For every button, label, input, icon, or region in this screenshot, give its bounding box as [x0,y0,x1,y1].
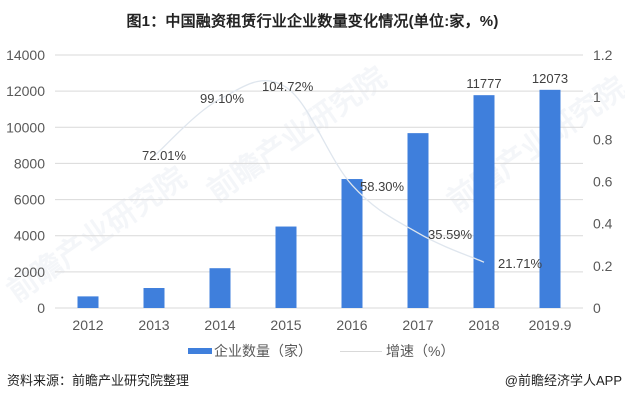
bar[interactable] [209,268,231,308]
x-tick-label: 2013 [138,317,169,333]
credit-note: @前瞻经济学人APP [504,373,622,388]
y-tick-label: 8000 [14,155,45,171]
bar-data-label: 12073 [532,71,568,86]
y2-tick-label: 0.4 [593,216,613,232]
gridlines [55,54,583,309]
y2-tick-label: 0.8 [593,131,613,147]
line-swatch-icon [340,350,382,352]
line-data-label: 35.59% [428,227,473,242]
bar[interactable] [473,95,495,308]
legend-item-line[interactable]: 增速（%） [340,341,454,361]
y-tick-label: 2000 [14,264,45,280]
bar[interactable] [275,226,297,308]
legend-bar-label: 企业数量（家） [214,343,312,359]
y-axis-right: 0 0.2 0.4 0.6 0.8 1 1.2 [593,47,613,316]
line-data-label: 99.10% [200,91,245,106]
y-axis-left: 0 2000 4000 6000 8000 10000 12000 14000 [6,47,45,316]
bar[interactable] [341,179,363,308]
line-data-label: 58.30% [360,179,405,194]
y2-tick-label: 1.2 [593,47,613,63]
line-data-label: 104.72% [262,79,314,94]
data-labels: 11777 12073 72.01% 99.10% 104.72% 58.30% 35.59… [142,71,568,271]
legend-line-label: 增速（%） [386,343,455,359]
x-tick-label: 2019.9 [529,317,572,333]
x-tick-label: 2012 [72,317,103,333]
x-tick-label: 2017 [402,317,433,333]
bar[interactable] [407,133,429,308]
bar-swatch-icon [188,348,212,354]
line-data-label: 72.01% [142,148,187,163]
x-tick-label: 2014 [204,317,235,333]
y-tick-label: 14000 [6,47,45,63]
footer: 资料来源：前瞻产业研究院整理 @前瞻经济学人APP [7,370,622,389]
y-tick-label: 0 [37,300,45,316]
y2-tick-label: 0.2 [593,258,613,274]
source-note: 资料来源：前瞻产业研究院整理 [7,373,190,388]
line-series [153,79,485,263]
bar[interactable] [539,89,561,309]
y2-tick-label: 0 [593,300,601,316]
y-tick-label: 6000 [14,192,45,208]
y2-tick-label: 1 [593,89,601,105]
legend: 企业数量（家） 增速（%） [188,341,482,361]
growth-line[interactable] [153,79,485,263]
x-tick-label: 2015 [270,317,301,333]
x-axis: 2012 2013 2014 2015 2016 2017 2018 2019.9 [72,317,571,333]
x-tick-label: 2016 [336,317,367,333]
y-tick-label: 12000 [6,83,45,99]
y-tick-label: 10000 [6,119,45,135]
x-tick-label: 2018 [468,317,499,333]
bar[interactable] [143,288,165,308]
bar-data-label: 11777 [466,76,501,91]
y-tick-label: 4000 [14,228,45,244]
legend-item-bar[interactable]: 企业数量（家） [188,341,312,361]
line-data-label: 21.71% [498,256,543,271]
bar-series [77,89,561,309]
chart-title: 图1：中国融资租赁行业企业数量变化情况(单位:家，%) [126,13,499,30]
y2-tick-label: 0.6 [593,174,613,190]
bar[interactable] [77,296,99,308]
